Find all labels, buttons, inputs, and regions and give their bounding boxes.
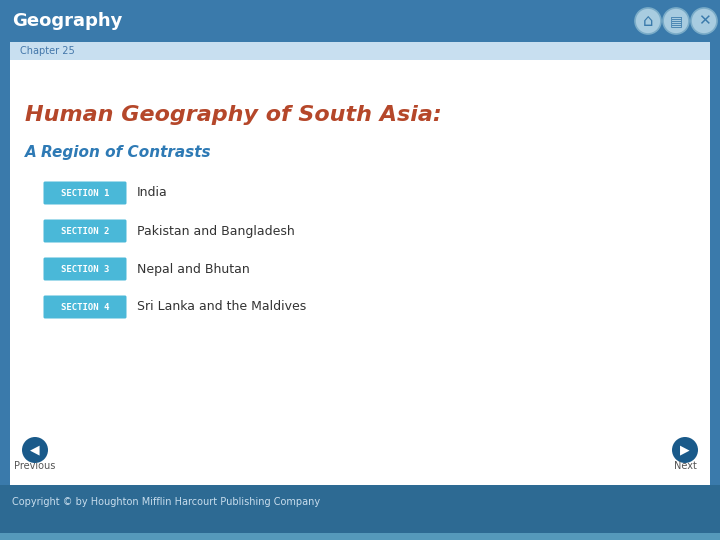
Text: ⌂: ⌂ (643, 12, 653, 30)
Text: Sri Lanka and the Maldives: Sri Lanka and the Maldives (137, 300, 306, 314)
FancyBboxPatch shape (43, 181, 127, 205)
Text: Nepal and Bhutan: Nepal and Bhutan (137, 262, 250, 275)
Text: ▤: ▤ (670, 14, 683, 28)
Text: ▶: ▶ (680, 443, 690, 456)
Text: Chapter 25: Chapter 25 (20, 46, 75, 56)
FancyBboxPatch shape (0, 533, 720, 540)
Text: ✕: ✕ (698, 14, 711, 29)
FancyBboxPatch shape (10, 42, 710, 60)
FancyBboxPatch shape (43, 219, 127, 242)
FancyBboxPatch shape (10, 60, 710, 485)
Text: Copyright © by Houghton Mifflin Harcourt Publishing Company: Copyright © by Houghton Mifflin Harcourt… (12, 497, 320, 507)
Circle shape (22, 437, 48, 463)
Text: SECTION 4: SECTION 4 (60, 302, 109, 312)
Text: A Region of Contrasts: A Region of Contrasts (25, 145, 212, 160)
Text: SECTION 2: SECTION 2 (60, 226, 109, 235)
Circle shape (691, 8, 717, 34)
Circle shape (672, 437, 698, 463)
Text: SECTION 1: SECTION 1 (60, 188, 109, 198)
Circle shape (663, 8, 689, 34)
Text: Next: Next (674, 461, 696, 471)
Text: ◀: ◀ (30, 443, 40, 456)
Text: Geography: Geography (12, 12, 122, 30)
Text: SECTION 3: SECTION 3 (60, 265, 109, 273)
Text: Previous: Previous (14, 461, 55, 471)
FancyBboxPatch shape (0, 485, 720, 540)
Circle shape (635, 8, 661, 34)
Text: Pakistan and Bangladesh: Pakistan and Bangladesh (137, 225, 294, 238)
FancyBboxPatch shape (43, 258, 127, 280)
FancyBboxPatch shape (43, 295, 127, 319)
Text: Human Geography of South Asia:: Human Geography of South Asia: (25, 105, 442, 125)
Text: India: India (137, 186, 168, 199)
